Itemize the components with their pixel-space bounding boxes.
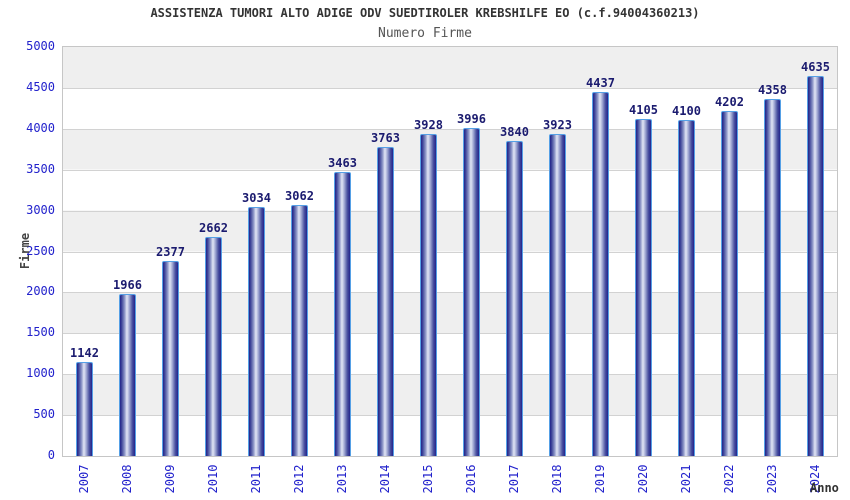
bar-2016 bbox=[463, 128, 480, 456]
bar-2017 bbox=[506, 141, 523, 456]
gridline bbox=[63, 415, 837, 417]
x-axis-tick: 2016 bbox=[463, 464, 478, 494]
y-axis-tick: 2000 bbox=[26, 284, 55, 299]
bar-value-label: 1966 bbox=[113, 278, 142, 292]
y-axis-tick: 500 bbox=[33, 407, 55, 422]
gridline bbox=[63, 87, 837, 89]
x-axis-tick: 2015 bbox=[420, 464, 435, 494]
x-axis-tick: 2008 bbox=[119, 464, 134, 494]
x-axis-tick: 2021 bbox=[678, 464, 693, 494]
x-axis-tick: 2014 bbox=[377, 464, 392, 494]
bar-value-label: 4358 bbox=[758, 83, 787, 97]
y-axis-tick: 0 bbox=[47, 448, 55, 462]
x-axis-title: Anno bbox=[810, 481, 839, 495]
x-axis-tick: 2012 bbox=[291, 464, 306, 494]
bar-2012 bbox=[291, 205, 308, 456]
bar-value-label: 3928 bbox=[414, 118, 443, 132]
bar-value-label: 4100 bbox=[672, 104, 701, 118]
y-axis-title: Firme bbox=[18, 232, 32, 270]
bar-2007 bbox=[76, 362, 93, 456]
x-axis-tick: 2019 bbox=[592, 464, 607, 494]
bar-2015 bbox=[420, 134, 437, 456]
bar-2019 bbox=[592, 92, 609, 456]
bar-value-label: 3463 bbox=[328, 156, 357, 170]
x-axis-tick: 2007 bbox=[76, 464, 91, 494]
bar-value-label: 4437 bbox=[586, 76, 615, 90]
y-axis-tick: 3000 bbox=[26, 202, 55, 217]
bar-value-label: 4105 bbox=[629, 103, 658, 117]
chart-title: ASSISTENZA TUMORI ALTO ADIGE ODV SUEDTIR… bbox=[150, 6, 700, 20]
bar-2024 bbox=[807, 76, 824, 456]
gridline bbox=[63, 210, 837, 212]
bar-2014 bbox=[377, 147, 394, 456]
bar-value-label: 3763 bbox=[371, 131, 400, 145]
y-axis-tick: 2500 bbox=[26, 243, 55, 258]
bar-2023 bbox=[764, 99, 781, 456]
y-axis-tick: 1000 bbox=[26, 366, 55, 381]
x-axis-tick: 2013 bbox=[334, 464, 349, 494]
gridline bbox=[63, 169, 837, 171]
x-axis-tick: 2017 bbox=[506, 464, 521, 494]
chart-subtitle: Numero Firme bbox=[378, 26, 472, 41]
gridline bbox=[63, 374, 837, 376]
x-axis-tick: 2020 bbox=[635, 464, 650, 494]
y-axis-tick: 3500 bbox=[26, 161, 55, 176]
x-axis-tick: 2009 bbox=[162, 464, 177, 494]
bar-2013 bbox=[334, 172, 351, 456]
bar-value-label: 4202 bbox=[715, 95, 744, 109]
bar-value-label: 4635 bbox=[801, 60, 830, 74]
bar-2018 bbox=[549, 134, 566, 456]
gridline bbox=[63, 333, 837, 335]
bar-value-label: 3996 bbox=[457, 112, 486, 126]
bar-value-label: 3840 bbox=[500, 125, 529, 139]
x-axis-tick: 2023 bbox=[764, 464, 779, 494]
bar-value-label: 2377 bbox=[156, 245, 185, 259]
x-axis-tick: 2018 bbox=[549, 464, 564, 494]
bar-value-label: 3034 bbox=[242, 191, 271, 205]
bar-value-label: 2662 bbox=[199, 221, 228, 235]
x-axis-tick: 2010 bbox=[205, 464, 220, 494]
bar-2011 bbox=[248, 207, 265, 456]
x-axis-tick: 2022 bbox=[721, 464, 736, 494]
bar-2008 bbox=[119, 294, 136, 456]
bar-2009 bbox=[162, 261, 179, 456]
bar-2010 bbox=[205, 237, 222, 456]
plot-area: 1142 1966 2377 2662 3034 3062 3463 3763 3928 3996… bbox=[62, 46, 838, 457]
y-axis-tick: 1500 bbox=[26, 325, 55, 340]
bar-value-label: 3062 bbox=[285, 189, 314, 203]
gridline bbox=[63, 292, 837, 294]
bar-value-label: 3923 bbox=[543, 118, 572, 132]
y-axis-tick: 4500 bbox=[26, 79, 55, 94]
bar-value-label: 1142 bbox=[70, 346, 99, 360]
bar-2020 bbox=[635, 119, 652, 456]
y-axis-tick: 5000 bbox=[26, 39, 55, 53]
bar-2021 bbox=[678, 120, 695, 456]
bar-2022 bbox=[721, 111, 738, 456]
gridline bbox=[63, 128, 837, 130]
x-axis-tick: 2011 bbox=[248, 464, 263, 494]
y-axis-tick: 4000 bbox=[26, 120, 55, 135]
gridline bbox=[63, 251, 837, 253]
